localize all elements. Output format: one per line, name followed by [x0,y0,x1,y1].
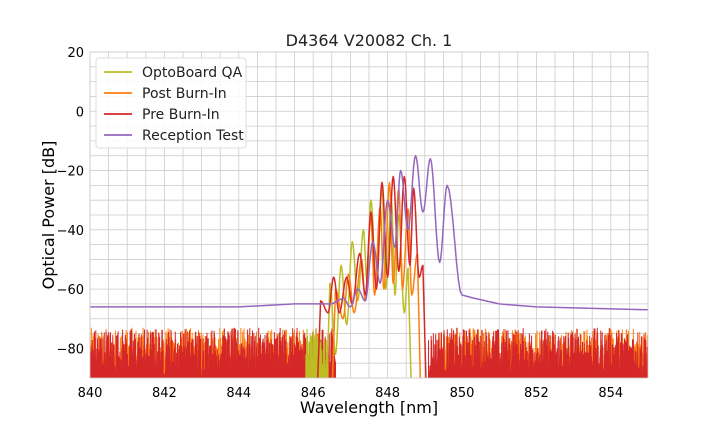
x-tick-label: 852 [524,386,549,401]
x-tick-label: 842 [152,386,177,401]
series-line-0 [326,187,412,378]
x-tick-label: 840 [78,386,103,401]
legend-label: Reception Test [142,128,244,144]
x-tick-label: 850 [450,386,475,401]
y-tick-label: −80 [57,342,84,357]
plot-frame [89,51,649,379]
y-axis-label: Optical Power [dB] [39,141,58,290]
y-tick-label: 0 [76,105,84,120]
y-tick-label: 20 [67,46,84,61]
series-line-2 [316,175,427,378]
y-tick-label: −60 [57,283,84,298]
legend: OptoBoard QA Post Burn-In Pre Burn-In Recep… [95,57,247,149]
legend-label: OptoBoard QA [142,65,243,81]
x-tick-label: 846 [301,386,326,401]
x-tick-label: 854 [598,386,623,401]
x-tick-label: 848 [375,386,400,401]
tick-labels: 840 842 844 846 848 850 852 854 20 0 −20 −40 −60 −80 [57,46,624,401]
y-tick-label: −20 [57,165,84,180]
series-line-3 [90,154,648,311]
legend-label: Post Burn-In [142,86,227,102]
legend-label: Pre Burn-In [142,107,220,123]
series-noise-2 [90,327,336,378]
y-tick-label: −40 [57,224,84,239]
x-axis-label: Wavelength [nm] [300,398,438,417]
series-noise-0 [305,327,329,378]
chart-title: D4364 V20082 Ch. 1 [286,31,453,50]
legend-box [95,57,247,149]
series-noise-2 [428,327,648,378]
x-tick-label: 844 [226,386,251,401]
